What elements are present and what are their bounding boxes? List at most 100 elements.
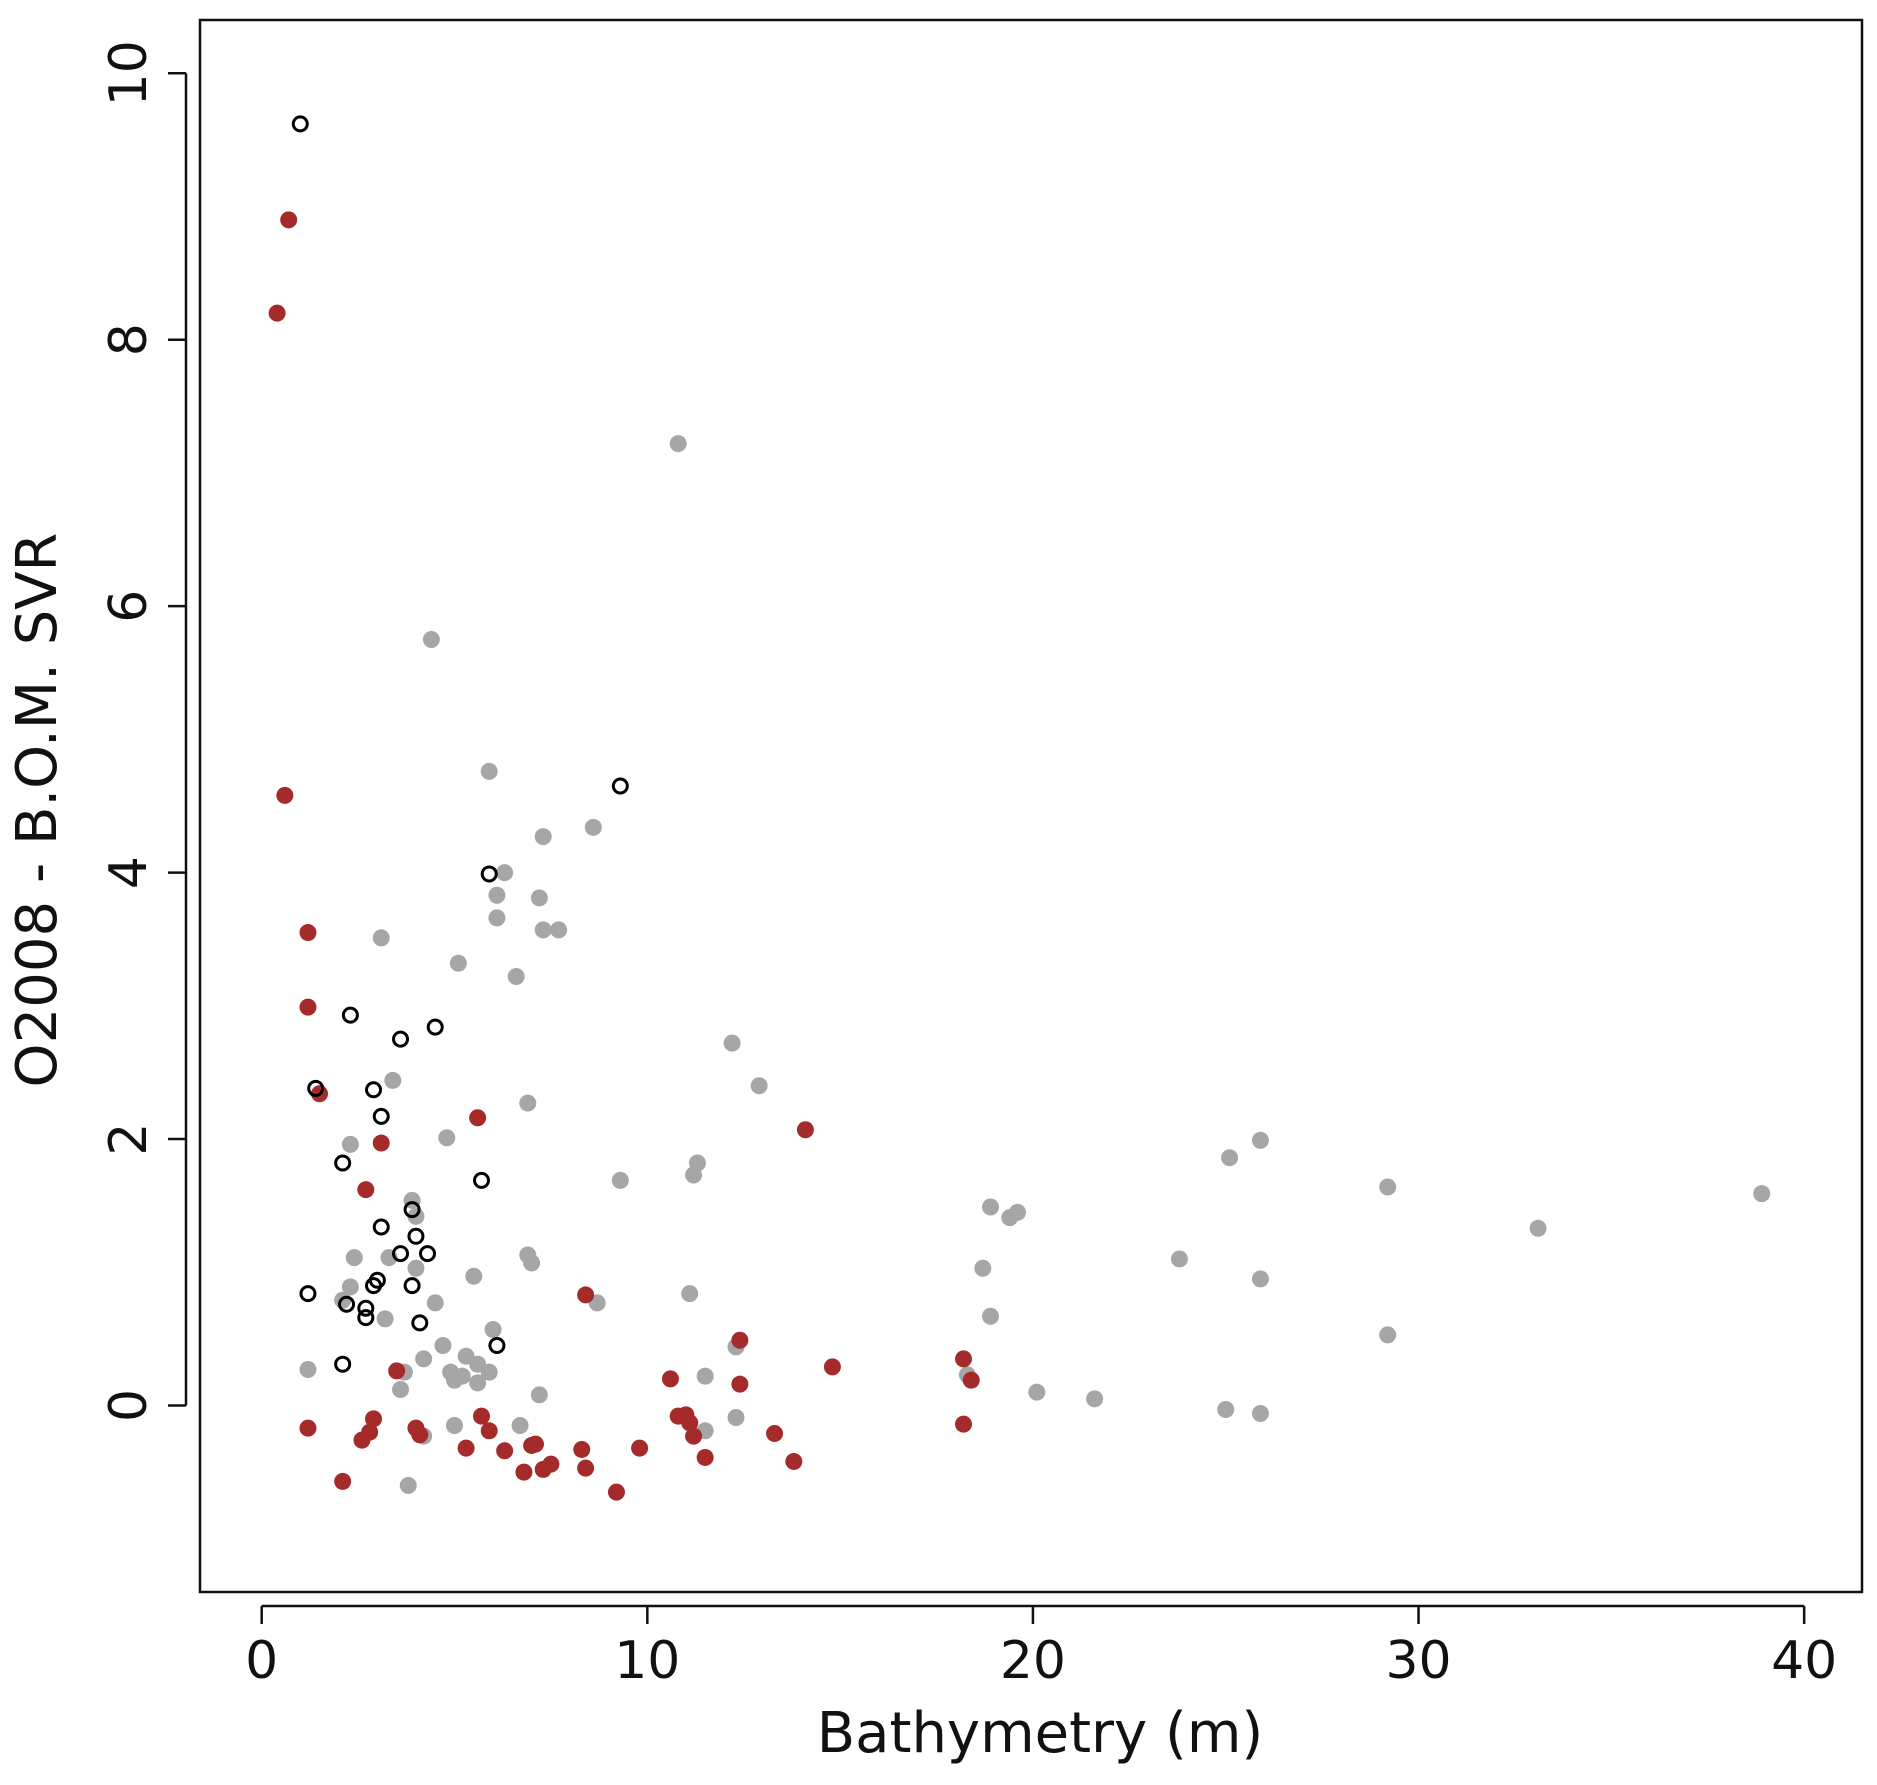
data-point (696, 1367, 714, 1385)
data-point (631, 1439, 649, 1457)
data-point (422, 630, 440, 648)
data-point (974, 1259, 992, 1277)
y-axis-title: O2008 - B.O.M. SVR (5, 533, 70, 1088)
data-point (511, 1416, 529, 1434)
data-point (407, 1259, 425, 1277)
data-point (399, 1476, 417, 1494)
data-point (488, 1337, 506, 1355)
data-point (584, 818, 602, 836)
data-point (1529, 1219, 1547, 1237)
data-point (334, 1472, 352, 1490)
data-point (334, 1355, 352, 1373)
data-point (392, 1245, 410, 1263)
series-1 (268, 211, 980, 1501)
data-point (530, 1386, 548, 1404)
data-point (372, 1218, 390, 1236)
data-point (611, 1171, 629, 1189)
data-point (338, 1295, 356, 1313)
data-point (449, 954, 467, 972)
data-point (276, 786, 294, 804)
data-point (534, 921, 552, 939)
data-point (426, 1018, 444, 1036)
data-point (291, 115, 309, 133)
data-point (411, 1426, 429, 1444)
data-point (403, 1277, 421, 1295)
data-point (388, 1362, 406, 1380)
data-point (334, 1154, 352, 1172)
data-point (1379, 1178, 1397, 1196)
y-axis: 0 2 4 6 8 10 (99, 40, 188, 1422)
data-point (384, 1071, 402, 1089)
data-point (372, 1134, 390, 1152)
y-tick-label: 2 (99, 1123, 159, 1156)
data-point (457, 1439, 475, 1457)
data-point (365, 1081, 383, 1099)
data-point (681, 1414, 699, 1432)
data-point (519, 1094, 537, 1112)
series-2 (291, 115, 629, 1373)
data-point (341, 1135, 359, 1153)
data-point (480, 1363, 498, 1381)
data-point (299, 998, 317, 1016)
data-point (1086, 1390, 1104, 1408)
data-point (357, 1181, 375, 1199)
data-point (982, 1198, 1000, 1216)
data-point (419, 1245, 437, 1263)
data-point (372, 929, 390, 947)
data-point (1170, 1250, 1188, 1268)
y-tick-label: 4 (99, 856, 159, 889)
data-point (823, 1358, 841, 1376)
data-point (534, 1460, 552, 1478)
y-tick-label: 0 (99, 1389, 159, 1422)
data-point (484, 1321, 502, 1339)
data-point (280, 211, 298, 229)
data-point (268, 304, 286, 322)
data-point (469, 1109, 487, 1127)
data-point (685, 1427, 703, 1445)
data-point (496, 1442, 514, 1460)
data-point (723, 1034, 741, 1052)
data-point (438, 1129, 456, 1147)
data-point (955, 1415, 973, 1433)
data-point (1221, 1149, 1239, 1167)
data-point (469, 1374, 487, 1392)
data-point (523, 1254, 541, 1272)
x-tick-label: 0 (245, 1631, 278, 1691)
data-point (446, 1371, 464, 1389)
data-point (611, 777, 629, 795)
data-point (480, 865, 498, 883)
data-point (411, 1314, 429, 1332)
y-tick-label: 8 (99, 323, 159, 356)
data-point (415, 1350, 433, 1368)
data-point (341, 1278, 359, 1296)
data-point (685, 1166, 703, 1184)
data-point (299, 1419, 317, 1437)
data-point (526, 1435, 544, 1453)
data-point (669, 435, 687, 453)
data-point (1379, 1326, 1397, 1344)
data-points (268, 115, 1771, 1501)
data-point (607, 1483, 625, 1501)
data-point (488, 886, 506, 904)
data-point (573, 1440, 591, 1458)
data-point (376, 1310, 394, 1328)
x-tick-label: 10 (614, 1631, 680, 1691)
data-point (307, 1079, 325, 1097)
data-point (403, 1201, 421, 1219)
plot-frame (198, 18, 1864, 1594)
data-point (750, 1077, 768, 1095)
y-tick-label: 6 (99, 590, 159, 623)
x-axis-title: Bathymetry (m) (817, 1701, 1264, 1766)
data-point (577, 1459, 595, 1477)
data-point (365, 1410, 383, 1428)
data-point (962, 1371, 980, 1389)
data-point (341, 1006, 359, 1024)
data-point (530, 889, 548, 907)
data-point (1753, 1185, 1771, 1203)
data-point (472, 1407, 490, 1425)
data-point (299, 1285, 317, 1303)
y-tick-label: 10 (99, 40, 159, 106)
data-point (577, 1286, 595, 1304)
data-point (982, 1307, 1000, 1325)
